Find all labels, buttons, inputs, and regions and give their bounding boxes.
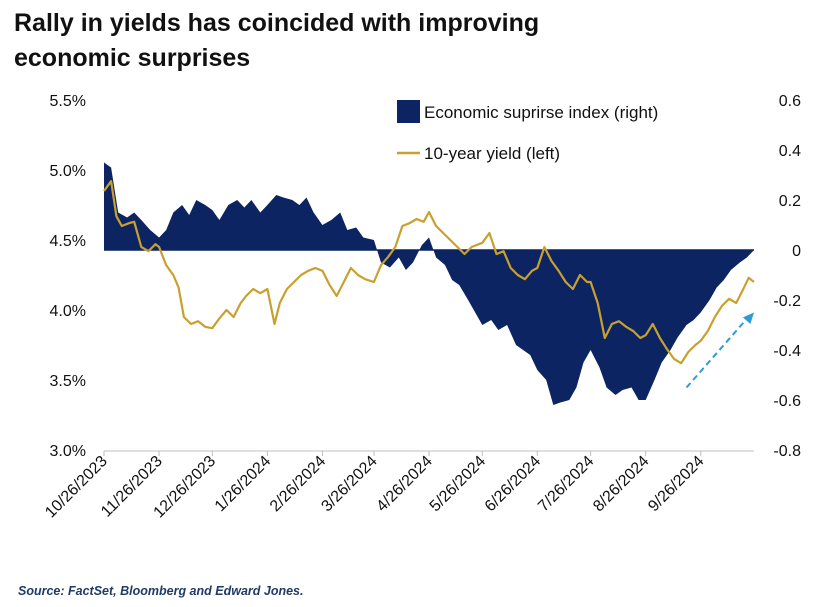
legend-label-yield: 10-year yield (left): [424, 144, 560, 163]
legend-label-surprise: Economic suprirse index (right): [424, 103, 658, 122]
right-tick-label: 0.2: [779, 193, 801, 210]
trend-arrow-layer: [685, 312, 754, 389]
yield-line-layer: [103, 180, 755, 365]
right-tick-label: 0.4: [779, 143, 801, 160]
legend: Economic suprirse index (right) 10-year y…: [397, 100, 658, 163]
right-tick-label: -0.8: [773, 443, 801, 460]
x-axis: 10/26/202311/26/202312/26/20231/26/20242…: [42, 450, 754, 521]
chart-title-line-1: Rally in yields has coincided with impro…: [14, 9, 540, 37]
surprise-area-layer: [104, 162, 754, 405]
yield-line: [103, 180, 755, 365]
x-tick-label: 9/26/2024: [645, 453, 707, 515]
right-tick-label: -0.2: [773, 293, 801, 310]
trend-arrow-shaft: [685, 316, 749, 389]
left-tick-label: 5.0%: [50, 163, 86, 180]
x-tick-label: 1/26/2024: [212, 453, 274, 515]
trend-arrow-head: [742, 312, 754, 325]
x-tick-label: 3/26/2024: [318, 453, 380, 515]
left-tick-label: 3.5%: [50, 373, 86, 390]
right-axis: -0.8 -0.6 -0.4 -0.2 0 0.2 0.4 0.6: [773, 93, 801, 460]
left-tick-label: 5.5%: [50, 93, 86, 110]
left-tick-label: 4.0%: [50, 303, 86, 320]
x-tick-label: 8/26/2024: [590, 453, 652, 515]
left-axis: 3.0% 3.5% 4.0% 4.5% 5.0% 5.5%: [50, 93, 86, 460]
x-tick-label: 6/26/2024: [482, 453, 544, 515]
left-tick-label: 3.0%: [50, 443, 86, 460]
x-tick-label: 7/26/2024: [535, 453, 597, 515]
legend-swatch-surprise: [397, 100, 420, 123]
chart-title: Rally in yields has coincided with impro…: [14, 6, 714, 76]
x-tick-label: 4/26/2024: [373, 453, 435, 515]
left-tick-label: 4.5%: [50, 233, 86, 250]
x-tick-label: 5/26/2024: [427, 453, 489, 515]
right-tick-label: -0.4: [773, 343, 801, 360]
right-tick-label: 0.6: [779, 93, 801, 110]
right-tick-label: -0.6: [773, 393, 801, 410]
surprise-index-area: [104, 162, 754, 405]
source-note: Source: FactSet, Bloomberg and Edward Jo…: [18, 584, 304, 598]
chart-title-line-2: economic surprises: [14, 44, 251, 72]
right-tick-label: 0: [792, 243, 801, 260]
